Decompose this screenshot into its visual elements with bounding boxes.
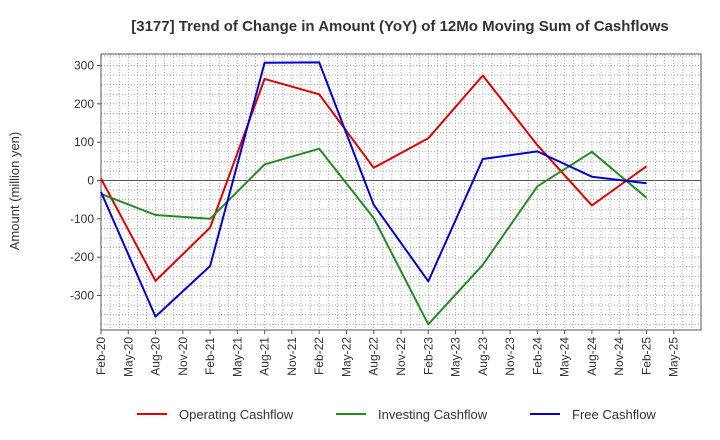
x-tick-label: Feb-24 (530, 337, 544, 375)
x-tick-label: Aug-20 (149, 337, 163, 376)
x-tick-label: Feb-20 (94, 337, 108, 375)
legend-label-operating-cashflow: Operating Cashflow (179, 407, 294, 422)
y-axis-label: Amount (million yen) (7, 132, 22, 251)
x-tick-label: Aug-24 (585, 337, 599, 376)
x-tick-label: May-22 (339, 337, 353, 377)
x-tick-label: Nov-24 (612, 337, 626, 376)
x-tick-label: Feb-21 (203, 337, 217, 375)
chart-title: [3177] Trend of Change in Amount (YoY) o… (131, 18, 669, 35)
x-tick-label: Nov-21 (285, 337, 299, 376)
x-tick-label: Nov-20 (176, 337, 190, 376)
legend-label-investing-cashflow: Investing Cashflow (378, 407, 488, 422)
y-tick-label: -300 (70, 289, 94, 303)
y-tick-label: 300 (74, 59, 94, 73)
series-line-investing-cashflow (100, 147, 648, 326)
x-tick-label: Nov-22 (394, 337, 408, 376)
y-tick-label: 0 (87, 174, 94, 188)
x-tick-label: May-23 (449, 337, 463, 377)
x-tick-label: Nov-23 (503, 337, 517, 376)
y-tick-label: -200 (70, 250, 94, 264)
x-tick-label: Aug-23 (476, 337, 490, 376)
y-tick-label: -100 (70, 212, 94, 226)
y-tick-label: 100 (74, 135, 94, 149)
y-tick-label: 200 (74, 97, 94, 111)
x-tick-label: Aug-22 (367, 337, 381, 376)
series-line-operating-cashflow (100, 74, 648, 282)
legend-label-free-cashflow: Free Cashflow (572, 407, 656, 422)
x-tick-label: Aug-21 (258, 337, 272, 376)
legend: Operating Cashflow Investing Cashflow Free… (137, 407, 656, 422)
x-tick-label: May-24 (558, 337, 572, 377)
x-tick-label: May-25 (667, 337, 681, 377)
x-tick-label: Feb-23 (421, 337, 435, 375)
series-layer (100, 61, 648, 326)
x-tick-label: Feb-25 (639, 337, 653, 375)
series-line-free-cashflow (100, 61, 647, 318)
x-tick-label: Feb-22 (312, 337, 326, 375)
x-tick-label: May-20 (121, 337, 135, 377)
x-tick-label: May-21 (230, 337, 244, 377)
axis-layer: 300 200 100 0 -100 -200 -300 Feb-20 May-20 Aug-20… (70, 53, 702, 377)
